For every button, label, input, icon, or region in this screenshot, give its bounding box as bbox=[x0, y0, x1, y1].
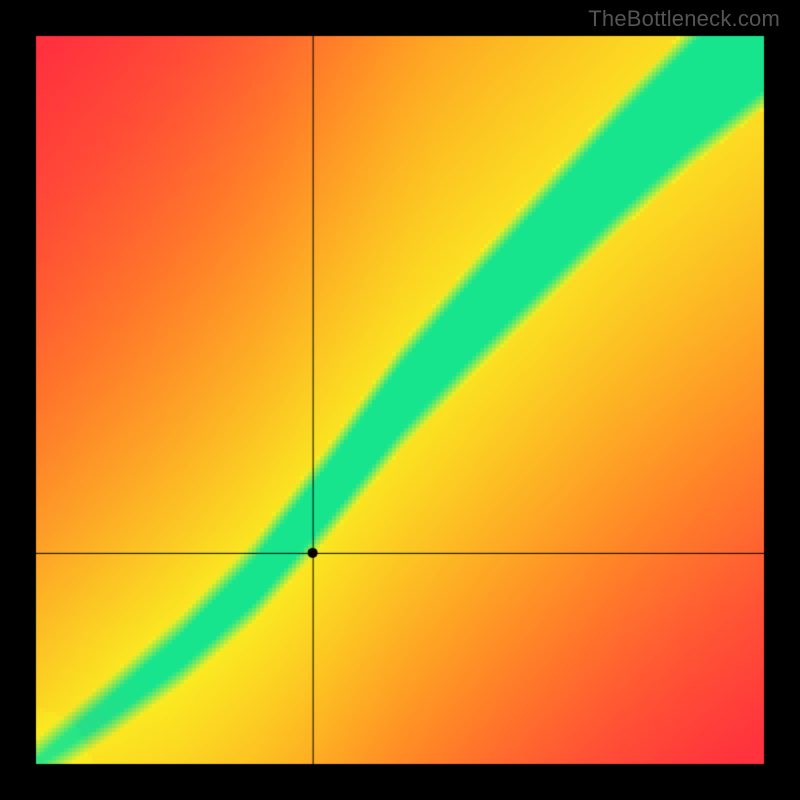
heatmap-canvas bbox=[0, 0, 800, 800]
watermark-text: TheBottleneck.com bbox=[588, 6, 780, 32]
chart-wrapper: { "watermark": "TheBottleneck.com", "can… bbox=[0, 0, 800, 800]
